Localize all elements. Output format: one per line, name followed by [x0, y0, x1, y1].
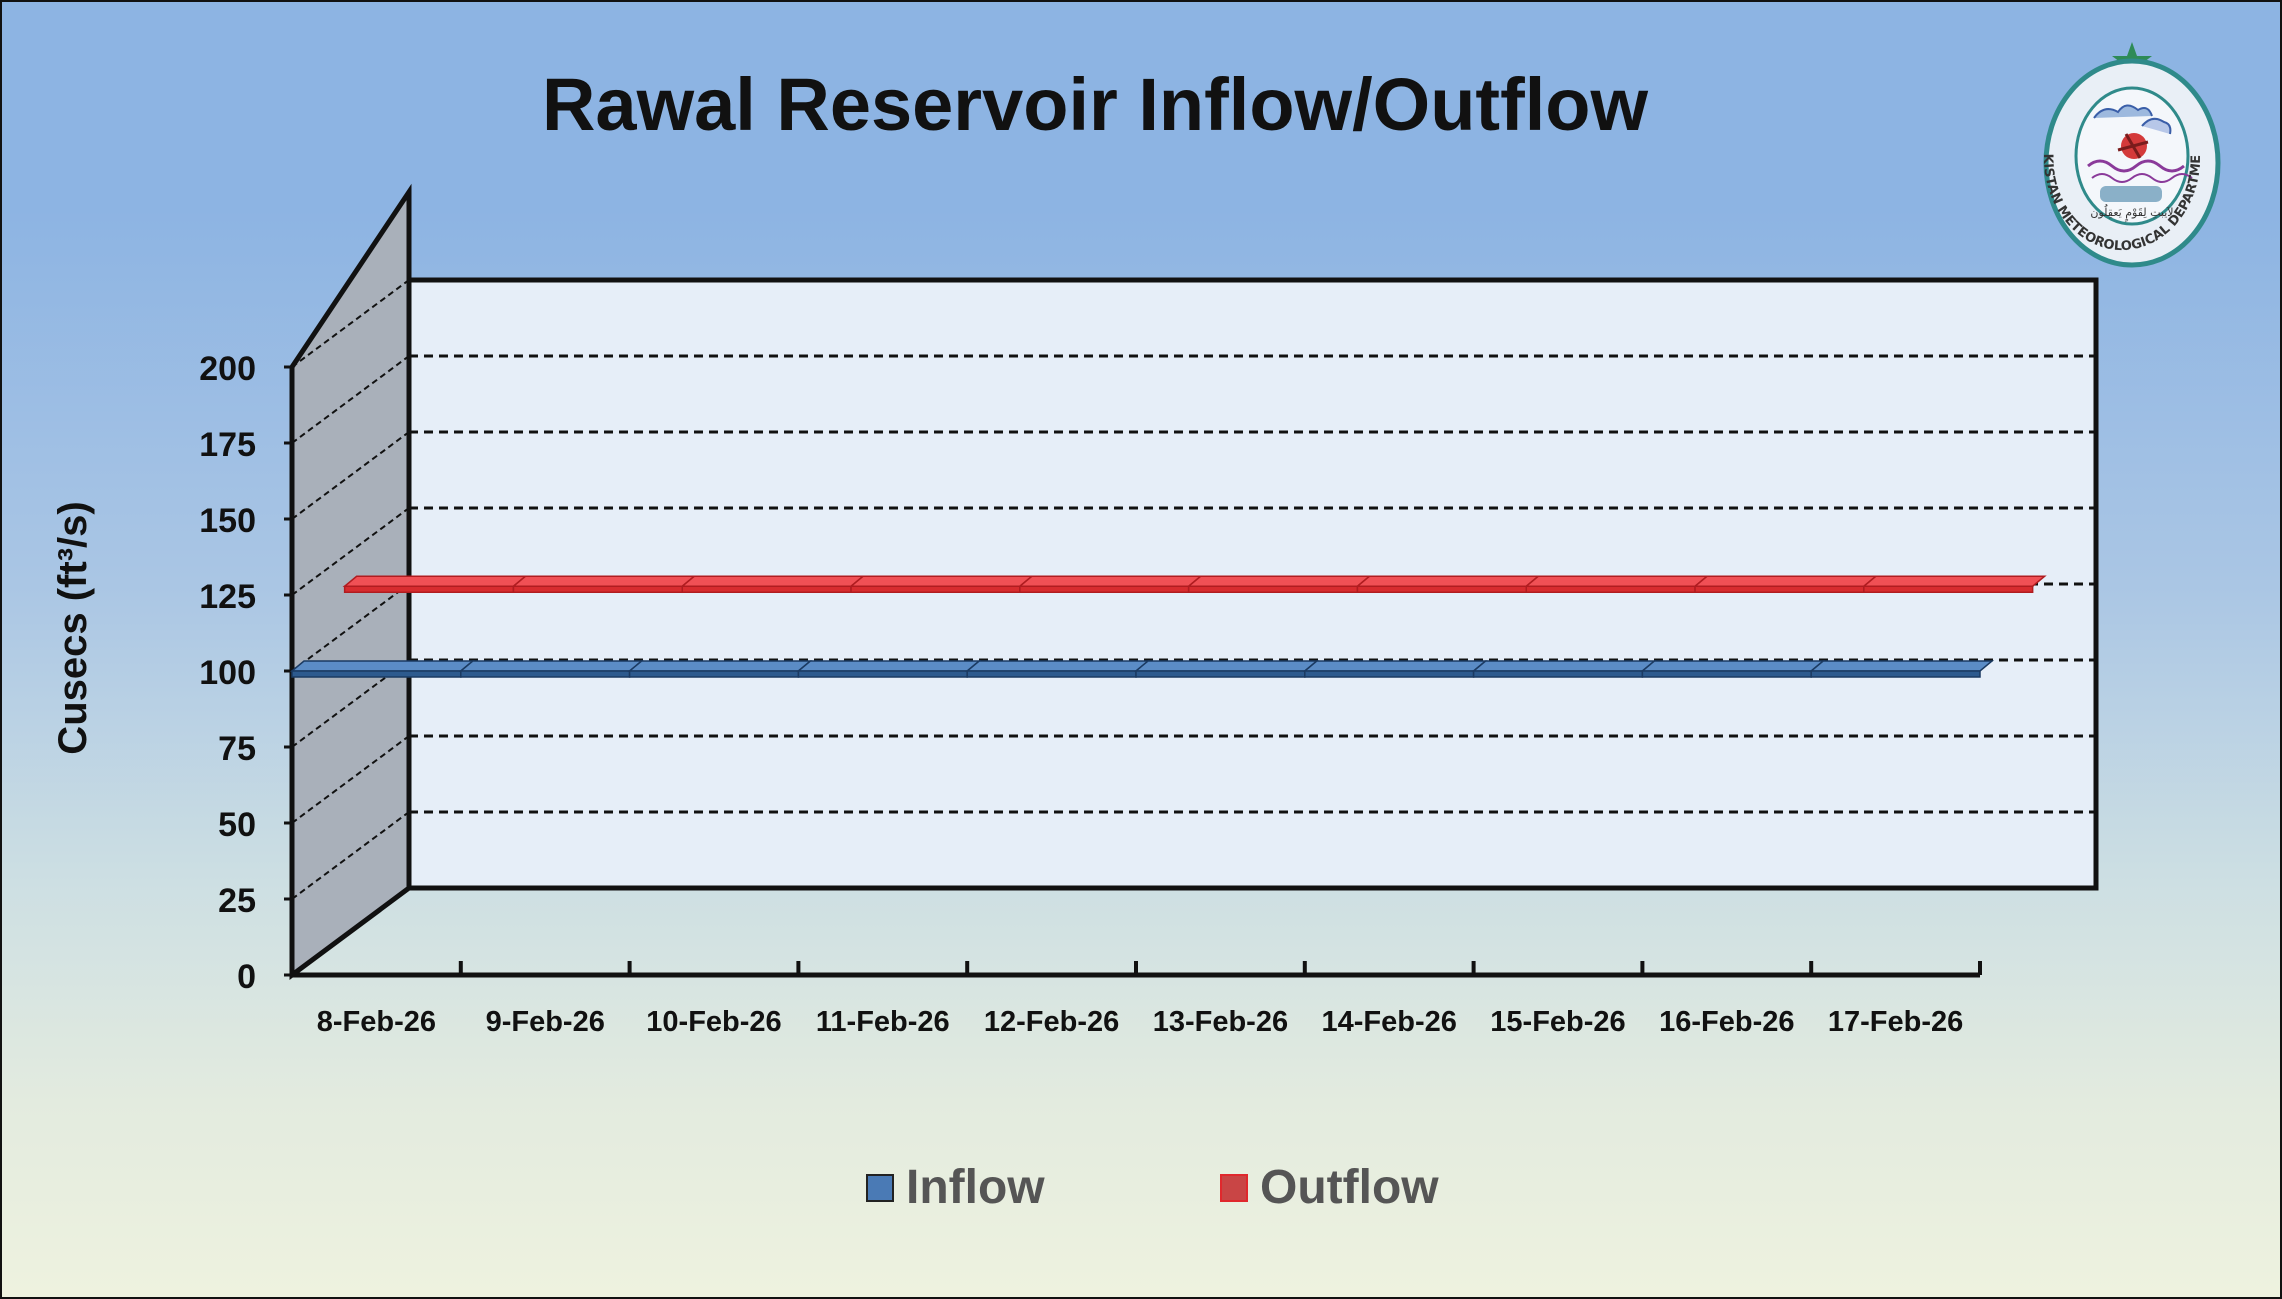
- gridline-side: [291, 507, 410, 596]
- inflow-segment-top: [1809, 660, 1995, 672]
- outflow-segment-top: [1861, 575, 2047, 587]
- legend-item-outflow: Outflow: [1220, 1160, 1439, 1215]
- x-tick-label: 9-Feb-26: [486, 1006, 605, 1038]
- inflow-segment: [460, 670, 631, 678]
- outflow-segment-top: [511, 575, 697, 587]
- outflow-segment-top: [680, 575, 866, 587]
- outflow-segment: [1694, 585, 1865, 593]
- outflow-segment: [1863, 585, 2034, 593]
- outflow-segment: [512, 585, 683, 593]
- floor-edge: [291, 886, 410, 977]
- x-tick-label: 13-Feb-26: [1153, 1006, 1288, 1038]
- y-tick-label: 175: [199, 426, 256, 464]
- y-tick-label: 150: [199, 502, 256, 540]
- outflow-segment-top: [1692, 575, 1878, 587]
- inflow-segment: [797, 670, 968, 678]
- inflow-segment-top: [1471, 660, 1657, 672]
- legend-label-inflow: Inflow: [906, 1161, 1045, 1214]
- gridline-side: [291, 279, 410, 368]
- outflow-segment-top: [1017, 575, 1203, 587]
- x-tick-label: 14-Feb-26: [1322, 1006, 1457, 1038]
- x-tick-label: 12-Feb-26: [984, 1006, 1119, 1038]
- outflow-segment-top: [1355, 575, 1541, 587]
- legend-item-inflow: Inflow: [866, 1160, 1045, 1215]
- y-tick-label: 0: [237, 958, 256, 996]
- logo-inner-text: لاَیبتِ لِقَوْمٍ یَعقِلُون: [2090, 204, 2173, 223]
- inflow-segment-top: [1133, 660, 1319, 672]
- y-tick-label: 75: [218, 730, 256, 768]
- x-tick-label: 15-Feb-26: [1490, 1006, 1625, 1038]
- outflow-segment: [1019, 585, 1190, 593]
- gridline-side: [291, 735, 410, 824]
- inflow-segment-top: [627, 660, 813, 672]
- gridline-side: [291, 811, 410, 900]
- outflow-segment: [1525, 585, 1696, 593]
- gridline-side: [291, 583, 410, 672]
- legend-swatch-outflow: [1220, 1173, 1248, 1202]
- inflow-segment-top: [289, 660, 475, 672]
- x-tick-label: 10-Feb-26: [646, 1006, 781, 1038]
- inflow-segment: [1304, 670, 1475, 678]
- y-tick-label: 50: [218, 806, 256, 844]
- outflow-segment: [343, 585, 515, 593]
- legend-label-outflow: Outflow: [1260, 1161, 1439, 1214]
- outflow-segment-top: [342, 575, 528, 587]
- y-tick-label: 100: [199, 654, 256, 692]
- outflow-segment: [681, 585, 852, 593]
- chart-title: Rawal Reservoir Inflow/Outflow: [541, 63, 1649, 146]
- legend-swatch-inflow: [866, 1173, 894, 1202]
- inflow-segment: [1810, 670, 1981, 678]
- x-tick-label: 17-Feb-26: [1828, 1006, 1963, 1038]
- x-tick-label: 8-Feb-26: [317, 1006, 436, 1038]
- gridline-side: [291, 431, 410, 520]
- inflow-segment-top: [1302, 660, 1488, 672]
- gridline-side: [291, 355, 410, 444]
- inflow-segment-top: [965, 660, 1151, 672]
- y-tick-label: 200: [199, 350, 256, 388]
- x-tick-label: 16-Feb-26: [1659, 1006, 1794, 1038]
- chart-legend: Inflow Outflow: [0, 1160, 2282, 1230]
- outflow-segment-top: [848, 575, 1034, 587]
- inflow-segment: [1641, 670, 1812, 678]
- inflow-segment: [1472, 670, 1644, 678]
- outflow-segment-top: [1524, 575, 1710, 587]
- inflow-segment-top: [1640, 660, 1826, 672]
- outflow-segment: [1187, 585, 1359, 593]
- inflow-segment: [291, 670, 462, 678]
- y-tick-label: 125: [199, 578, 256, 616]
- y-tick-label: 25: [218, 882, 256, 920]
- x-tick-label: 11-Feb-26: [816, 1006, 950, 1038]
- inflow-segment: [966, 670, 1137, 678]
- outflow-segment: [850, 585, 1021, 593]
- outflow-segment: [1356, 585, 1527, 593]
- inflow-segment: [628, 670, 800, 678]
- y-axis-label: Cusecs (ft³/s): [51, 501, 95, 754]
- inflow-segment-top: [796, 660, 982, 672]
- pmd-logo: لاَیبتِ لِقَوْمٍ یَعقِلُون PAKISTAN METE…: [2022, 38, 2221, 268]
- outflow-segment-top: [1186, 575, 1372, 587]
- inflow-segment-top: [458, 660, 644, 672]
- inflow-segment: [1135, 670, 1306, 678]
